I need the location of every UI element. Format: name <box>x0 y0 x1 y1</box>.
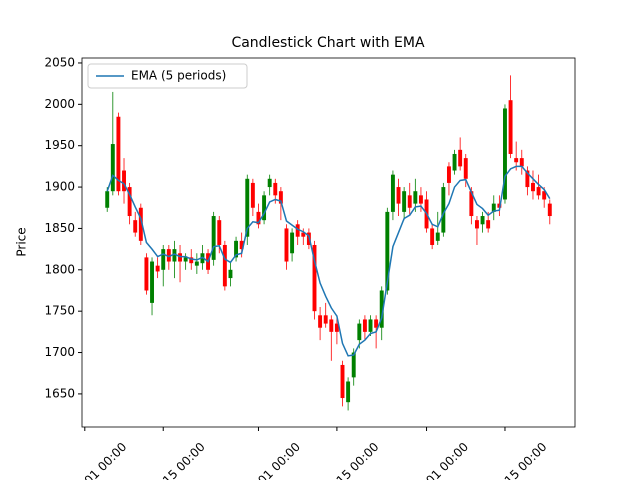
x-tick-label: 01 00:00 <box>423 440 471 480</box>
candle-body <box>536 187 541 196</box>
candle-body <box>122 170 126 192</box>
candle-body <box>396 187 401 204</box>
candle-body <box>531 182 535 192</box>
candle-body <box>519 158 524 167</box>
candle-body <box>127 187 132 217</box>
candle-body <box>211 216 216 260</box>
y-tick-label: 1850 <box>44 221 75 235</box>
candle-body <box>362 319 367 332</box>
candle-body <box>189 257 194 264</box>
candle-body <box>278 191 283 204</box>
chart-title: Candlestick Chart with EMA <box>231 35 425 51</box>
y-tick-label: 2000 <box>44 97 75 111</box>
candle-body <box>290 232 295 254</box>
candle-body <box>295 224 300 237</box>
candle-body <box>458 149 463 167</box>
y-tick-label: 1650 <box>44 386 75 400</box>
candle-body <box>469 191 474 217</box>
candle-body <box>133 220 138 233</box>
x-tick-label: 01 00:00 <box>82 440 130 480</box>
candle-body <box>474 220 479 229</box>
candle-body <box>217 220 222 245</box>
candle-body <box>480 216 485 225</box>
candle-body <box>222 244 227 287</box>
candle-body <box>110 144 115 192</box>
legend: EMA (5 periods) <box>87 63 248 89</box>
candle-body <box>256 211 261 225</box>
candle-body <box>178 253 183 262</box>
candle-body <box>402 191 407 212</box>
candle-body <box>312 244 317 312</box>
candle-body <box>144 257 149 291</box>
candle-body <box>435 232 440 241</box>
candle-body <box>542 191 547 200</box>
candle-body <box>418 195 423 204</box>
candle-body <box>172 249 177 262</box>
x-tick-label: 15 00:00 <box>334 440 382 480</box>
candle-body <box>390 174 395 212</box>
y-tick-label: 1750 <box>44 304 75 318</box>
candle-body <box>491 203 496 212</box>
candle-body <box>194 261 199 266</box>
y-tick-label: 2050 <box>44 55 75 69</box>
legend-label: EMA (5 periods) <box>131 69 226 83</box>
candle-body <box>318 315 323 328</box>
candle-body <box>250 182 255 208</box>
candle-body <box>166 249 171 262</box>
y-tick-label: 1800 <box>44 262 75 276</box>
candle-body <box>463 158 468 179</box>
candle-body <box>301 232 306 237</box>
x-tick-label: 01 00:00 <box>255 440 303 480</box>
candle-body <box>161 249 166 270</box>
candle-body <box>334 323 339 332</box>
ema-line <box>106 165 551 357</box>
candle-body <box>234 240 239 258</box>
candle-body <box>385 211 390 291</box>
y-axis-label: Price <box>15 227 29 256</box>
candle-body <box>262 195 267 221</box>
candle-body <box>503 108 507 200</box>
candle-body <box>323 315 328 324</box>
candle-body <box>273 182 278 196</box>
y-tick-label: 1900 <box>44 180 75 194</box>
candle-body <box>486 220 491 229</box>
candle-body <box>150 261 154 303</box>
candle-body <box>446 166 451 183</box>
x-tick-label: 15 00:00 <box>502 440 550 480</box>
y-tick-label: 1950 <box>44 138 75 152</box>
candle-body <box>239 240 244 250</box>
candle-body <box>508 100 513 154</box>
candle-body <box>413 191 418 204</box>
x-tick-label: 15 00:00 <box>160 440 208 480</box>
candle-body <box>346 381 351 403</box>
candle-body <box>340 364 345 399</box>
candle-body <box>374 319 379 328</box>
candle-body <box>116 116 121 192</box>
candle-body <box>183 257 188 262</box>
candle-body <box>351 352 356 378</box>
candle-body <box>547 203 552 217</box>
candle-body <box>105 191 110 208</box>
candle-body <box>525 170 530 188</box>
candle-body <box>284 228 289 262</box>
candle-body <box>329 319 334 332</box>
candle-body <box>430 228 435 245</box>
candle-body <box>267 178 272 188</box>
candle-body <box>441 187 446 233</box>
candle-body <box>357 323 362 341</box>
candle-body <box>228 269 233 279</box>
candle-body <box>138 207 143 241</box>
legend-box <box>87 63 248 89</box>
candle-body <box>379 290 384 328</box>
y-tick-label: 1700 <box>44 345 75 359</box>
candle-body <box>368 319 373 332</box>
candle-body <box>407 195 412 208</box>
candle-body <box>452 153 457 171</box>
candle-body <box>245 178 250 237</box>
candle-body <box>514 158 519 163</box>
plot-frame <box>81 57 576 428</box>
candle-body <box>155 265 160 272</box>
